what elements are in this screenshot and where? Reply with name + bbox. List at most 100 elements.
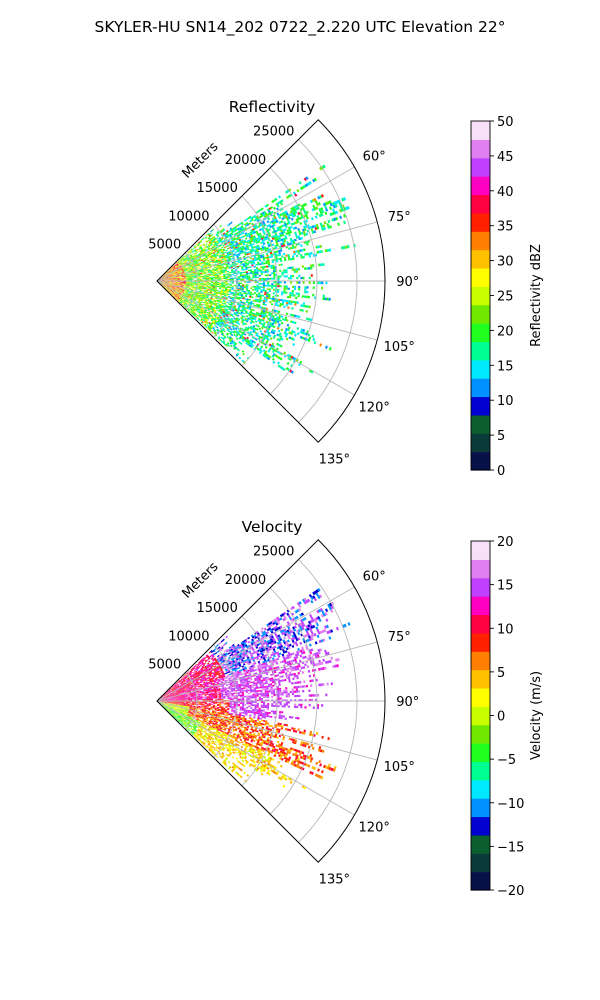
- range-tick-label: 5000: [148, 658, 181, 673]
- theta-tick-label: 75°: [388, 630, 411, 645]
- colorbar-step: [471, 779, 490, 799]
- colorbar-step: [471, 632, 490, 652]
- colorbar: 0 5 10 15 20 25 30 35 40 45 50 Reflectivity dBZ: [470, 115, 544, 479]
- colorbar-step: [471, 323, 490, 343]
- colorbar-step: [471, 687, 490, 707]
- colorbar-tick-label: 45: [497, 150, 514, 165]
- colorbar-tick-label: 0: [497, 710, 505, 725]
- radial-axis-label: Meters: [180, 559, 222, 601]
- colorbar-step: [471, 359, 490, 379]
- colorbar-step: [471, 414, 490, 434]
- colorbar-tick-label: −20: [497, 884, 524, 899]
- colorbar-step: [471, 706, 490, 726]
- colorbar-step: [471, 577, 490, 597]
- radar-echo-field: [158, 587, 351, 790]
- colorbar-tick-label: −5: [497, 753, 516, 768]
- range-tick-label: 20000: [225, 153, 266, 168]
- colorbar-step: [471, 596, 490, 616]
- colorbar-step: [471, 341, 490, 361]
- colorbar-step: [471, 724, 490, 744]
- figure-title: SKYLER-HU SN14_202 0722_2.220 UTC Elevat…: [95, 18, 506, 37]
- theta-tick-label: 135°: [319, 872, 350, 887]
- range-tick-label: 25000: [253, 545, 294, 560]
- theta-tick-label: 105°: [384, 340, 415, 355]
- colorbar-tick-label: 0: [497, 464, 505, 479]
- colorbar-tick-label: −15: [497, 840, 524, 855]
- radar-echo-field: [158, 164, 356, 374]
- reflectivity-panel: Reflectivity60°75°90°105°120°135°5000100…: [148, 98, 544, 479]
- colorbar-tick-label: 50: [497, 115, 514, 130]
- colorbar-label: Velocity (m/s): [529, 671, 544, 760]
- theta-tick-label: 90°: [396, 695, 419, 710]
- range-tick-label: 10000: [168, 629, 209, 644]
- range-tick-label: 15000: [196, 181, 237, 196]
- azimuth-gridline: [156, 166, 355, 282]
- polar-frame: [156, 539, 386, 863]
- colorbar-step: [471, 304, 490, 324]
- colorbar-step: [471, 212, 490, 232]
- range-tick-label: 20000: [225, 573, 266, 588]
- colorbar-tick-label: 20: [497, 324, 514, 339]
- colorbar-step: [471, 231, 490, 251]
- colorbar: −20 −15 −10 −5 0 5 10 15 20 Velocity (m/s): [470, 535, 544, 899]
- colorbar-step: [471, 669, 490, 689]
- colorbar-tick-label: 15: [497, 359, 514, 374]
- theta-tick-label: 120°: [359, 400, 390, 415]
- colorbar-step: [471, 651, 490, 671]
- theta-tick-label: 75°: [388, 210, 411, 225]
- colorbar-tick-label: −10: [497, 797, 524, 812]
- colorbar-step: [471, 798, 490, 818]
- colorbar-step: [471, 853, 490, 873]
- colorbar-step: [471, 286, 490, 306]
- colorbar-step: [471, 433, 490, 453]
- colorbar-tick-label: 10: [497, 394, 514, 409]
- colorbar-step: [471, 743, 490, 763]
- colorbar-step: [471, 267, 490, 287]
- azimuth-gridline: [156, 700, 378, 761]
- colorbar-step: [471, 451, 490, 471]
- azimuth-gridline: [156, 280, 378, 341]
- colorbar-step: [471, 871, 490, 891]
- radial-axis-label: Meters: [180, 139, 222, 181]
- colorbar-step: [471, 816, 490, 836]
- panel-title: Reflectivity: [229, 98, 316, 116]
- colorbar-tick-label: 5: [497, 666, 505, 681]
- azimuth-gridline: [156, 280, 355, 396]
- polar-frame: [156, 119, 386, 443]
- colorbar-step: [471, 378, 490, 398]
- colorbar-tick-label: 10: [497, 622, 514, 637]
- colorbar-tick-label: 40: [497, 185, 514, 200]
- azimuth-gridline: [156, 221, 378, 282]
- theta-tick-label: 90°: [396, 275, 419, 290]
- azimuth-gridline: [156, 700, 355, 816]
- range-tick-label: 15000: [196, 601, 237, 616]
- azimuth-gridline: [156, 641, 378, 702]
- range-tick-label: 5000: [148, 238, 181, 253]
- theta-tick-label: 60°: [363, 570, 386, 585]
- colorbar-tick-label: 15: [497, 579, 514, 594]
- colorbar-step: [471, 249, 490, 269]
- panel-title: Velocity: [242, 518, 303, 536]
- colorbar-step: [471, 176, 490, 196]
- colorbar-step: [471, 614, 490, 634]
- theta-tick-label: 120°: [359, 820, 390, 835]
- colorbar-step: [471, 834, 490, 854]
- colorbar-step: [471, 396, 490, 416]
- colorbar-tick-label: 20: [497, 535, 514, 550]
- range-tick-label: 10000: [168, 209, 209, 224]
- colorbar-step: [471, 121, 490, 140]
- theta-tick-label: 105°: [384, 760, 415, 775]
- azimuth-gridline: [156, 586, 355, 702]
- colorbar-tick-label: 5: [497, 429, 505, 444]
- colorbar-step: [471, 194, 490, 214]
- colorbar-step: [471, 761, 490, 781]
- velocity-panel: Velocity 60° 75° 90° 105° 120° 135° 5000 10000 15…: [148, 518, 544, 899]
- colorbar-step: [471, 157, 490, 177]
- theta-tick-label: 135°: [319, 452, 350, 467]
- colorbar-tick-label: 25: [497, 290, 514, 305]
- colorbar-tick-label: 35: [497, 220, 514, 235]
- colorbar-tick-label: 30: [497, 255, 514, 270]
- colorbar-step: [471, 139, 490, 159]
- colorbar-step: [471, 559, 490, 579]
